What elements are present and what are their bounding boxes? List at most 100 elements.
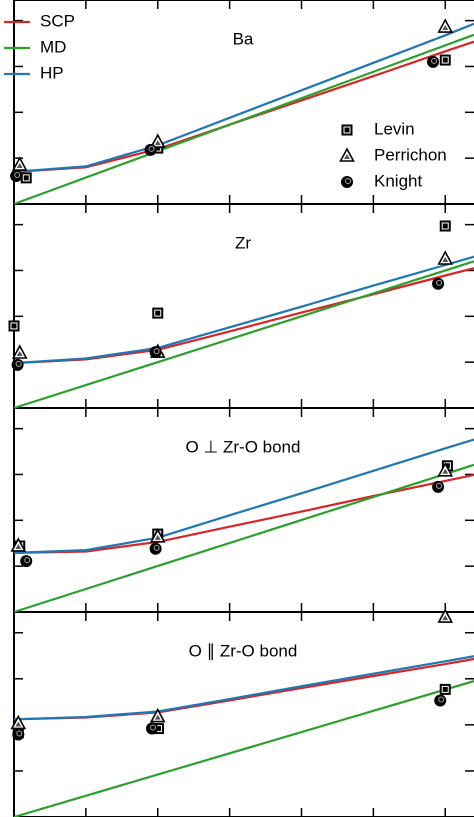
marker-circle [20,555,33,568]
series-line [13,260,474,410]
legend-label: Levin [374,119,415,138]
marker-square [439,683,451,695]
marker-circle [434,694,447,707]
marker-square [439,54,451,66]
marker-body [146,722,158,735]
marker-triangle [437,250,454,265]
marker-body [434,694,447,707]
marker-body [441,460,453,472]
marker-circle [10,170,23,183]
marker-body [439,683,451,695]
marker-inner [441,685,449,693]
marker-inner [153,348,160,355]
panel-title: O ⊥ Zr-O bond [186,437,301,456]
marker-inner [15,543,22,549]
marker-inner [16,730,23,737]
marker-square [439,220,451,232]
marker-triangle [149,528,166,543]
marker-triangle [11,344,28,359]
marker-inner [154,534,161,540]
legend-label: Knight [374,171,422,190]
marker-inner [154,140,161,146]
marker-circle [146,722,158,735]
marker-square [8,320,20,332]
marker-body [152,142,164,154]
marker-inner [442,468,449,474]
marker-inner [16,350,23,356]
marker-circle [427,55,440,68]
marker-triangle [10,537,27,552]
marker-circle [12,728,25,741]
series-line [13,255,474,365]
marker-triangle [339,147,355,162]
marker-inner [148,145,155,152]
marker-body [10,170,23,183]
marker-body [152,307,164,319]
marker-inner [441,222,449,230]
marker-body [341,176,353,188]
marker-body [144,143,157,156]
marker-circle [432,480,445,493]
marker-body [149,542,162,555]
marker-triangle [10,714,27,730]
marker-square [341,124,353,136]
marker-triangle [437,608,454,623]
marker-triangle [437,462,454,477]
legend-label: MD [40,37,66,56]
marker-inner [22,174,30,182]
marker-triangle [149,133,166,148]
marker-circle [149,542,162,555]
marker-inner [154,309,162,317]
marker-inner [150,724,156,731]
marker-square [152,307,164,319]
marker-body [439,54,451,66]
marker-body [432,480,445,493]
marker-inner [15,721,22,727]
marker-inner [442,615,449,621]
marker-circle [11,358,24,371]
series-line [13,655,474,721]
marker-inner [10,322,18,330]
marker-inner [438,696,445,703]
marker-body [432,277,445,290]
series-line [13,33,474,206]
marker-inner [345,178,351,184]
marker-body [149,346,162,359]
marker-inner [431,57,438,64]
series-line [13,680,474,817]
marker-circle [144,143,157,156]
marker-inner [436,279,443,286]
marker-inner [16,163,23,169]
marker-inner [24,557,31,564]
marker-circle [341,176,353,188]
marker-body [439,220,451,232]
marker-inner [14,172,21,179]
marker-triangle [11,156,28,171]
legend-label: Perrichon [374,145,447,164]
marker-body [12,728,25,741]
legend-label: SCP [40,11,75,30]
marker-inner [343,126,351,134]
marker-circle [149,346,162,359]
marker-inner [441,56,449,64]
panel-title: Ba [233,29,254,48]
marker-inner [442,257,449,263]
panel-title: Zr [235,233,251,252]
marker-body [11,358,24,371]
marker-body [427,55,440,68]
marker-body [20,172,32,184]
marker-body [20,555,33,568]
series-line [13,438,474,554]
marker-inner [344,154,350,159]
marker-triangle [149,707,166,723]
series-line [13,463,474,614]
marker-inner [436,482,443,489]
marker-inner [154,714,161,720]
marker-inner [153,544,160,551]
marker-body [152,723,164,735]
marker-square [20,172,32,184]
marker-circle [432,277,445,290]
legend-label: HP [40,63,64,82]
marker-body [8,320,20,332]
